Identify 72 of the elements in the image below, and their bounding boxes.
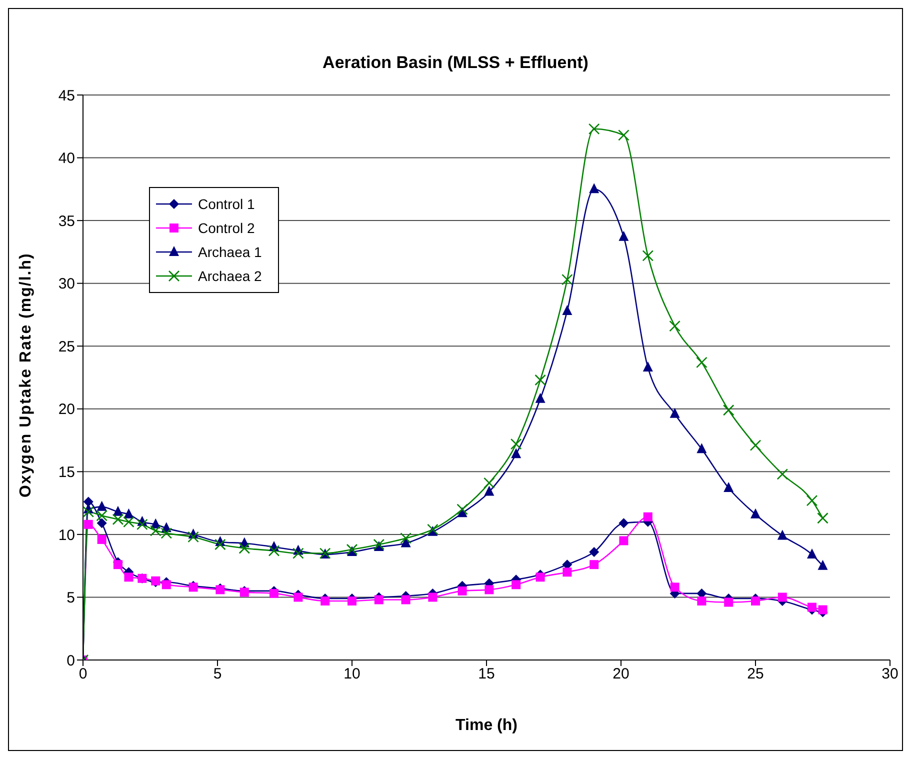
point bbox=[484, 486, 494, 496]
point bbox=[750, 508, 760, 518]
y-tick-label: 20 bbox=[58, 401, 75, 418]
x-tick-label: 0 bbox=[78, 666, 88, 683]
point bbox=[643, 512, 652, 522]
point bbox=[618, 230, 629, 241]
point bbox=[458, 586, 467, 596]
y-tick-label: 5 bbox=[66, 590, 75, 607]
point bbox=[96, 518, 107, 528]
x-tick-label: 30 bbox=[882, 666, 898, 683]
point bbox=[562, 568, 572, 577]
y-tick-label: 15 bbox=[58, 464, 75, 481]
point bbox=[484, 585, 494, 594]
point bbox=[320, 596, 330, 606]
point bbox=[777, 530, 788, 540]
y-tick-label: 45 bbox=[58, 87, 75, 104]
point bbox=[751, 596, 760, 606]
point bbox=[511, 448, 522, 458]
point bbox=[724, 598, 734, 607]
y-tick-label: 40 bbox=[58, 150, 75, 168]
point bbox=[778, 592, 787, 602]
y-tick-label: 35 bbox=[58, 212, 75, 230]
point bbox=[562, 304, 572, 315]
point bbox=[642, 361, 653, 372]
point bbox=[536, 572, 545, 582]
point bbox=[818, 605, 828, 614]
point bbox=[697, 596, 706, 606]
point bbox=[696, 443, 707, 454]
point bbox=[535, 392, 546, 403]
point bbox=[670, 408, 680, 418]
point bbox=[818, 560, 828, 570]
point bbox=[618, 518, 629, 528]
x-tick-label: 25 bbox=[747, 666, 764, 683]
point bbox=[724, 482, 734, 492]
point bbox=[807, 602, 816, 612]
point bbox=[670, 582, 680, 592]
point bbox=[401, 595, 410, 604]
point bbox=[124, 508, 134, 518]
point bbox=[590, 560, 599, 570]
point bbox=[619, 536, 628, 546]
point bbox=[113, 560, 122, 570]
point bbox=[96, 500, 107, 511]
legend-label: Control 2 bbox=[198, 220, 255, 236]
point bbox=[83, 496, 94, 507]
x-tick-label: 20 bbox=[612, 666, 630, 683]
point bbox=[124, 572, 134, 582]
point bbox=[428, 592, 438, 602]
legend-label: Control 1 bbox=[198, 196, 255, 212]
point bbox=[97, 534, 106, 544]
chart-title: Aeration Basin (MLSS + Effluent) bbox=[322, 53, 590, 73]
x-tick-label: 15 bbox=[478, 666, 495, 683]
x-tick-label: 10 bbox=[344, 666, 360, 683]
point bbox=[348, 596, 356, 606]
y-tick-label: 30 bbox=[58, 276, 75, 293]
point bbox=[294, 592, 303, 602]
legend-label: Archaea 2 bbox=[198, 268, 262, 284]
legend-label: Archaea 1 bbox=[198, 244, 262, 260]
point bbox=[269, 588, 278, 598]
point bbox=[806, 548, 817, 559]
point bbox=[112, 506, 123, 516]
point bbox=[589, 183, 600, 194]
point bbox=[84, 520, 93, 529]
point bbox=[374, 595, 384, 604]
point bbox=[512, 580, 521, 590]
point bbox=[589, 547, 600, 558]
x-tick-label: 5 bbox=[213, 666, 222, 683]
point bbox=[162, 580, 171, 590]
y-tick-label: 0 bbox=[66, 652, 75, 670]
y-tick-label: 10 bbox=[58, 526, 75, 544]
y-tick-label: 25 bbox=[58, 338, 75, 356]
y-axis-title: Oxygen Uptake Rate (mg/l.h) bbox=[18, 252, 35, 498]
x-axis-title: Time (h) bbox=[456, 717, 518, 734]
